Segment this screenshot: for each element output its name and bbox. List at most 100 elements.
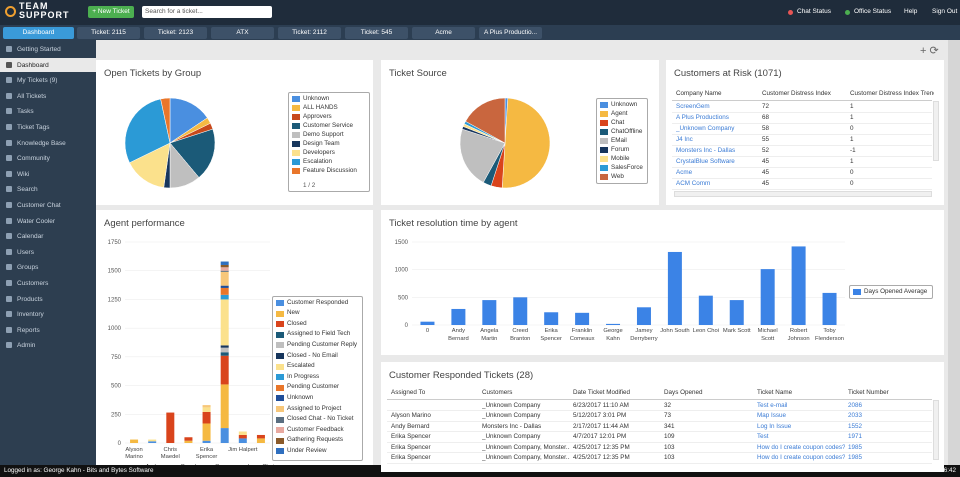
table-link[interactable]: ACM Comm [676, 180, 711, 187]
legend-swatch [292, 150, 300, 156]
legend-label: ALL HANDS [303, 103, 338, 111]
table-link[interactable]: Monsters Inc - Dallas [676, 147, 736, 154]
help-link[interactable]: Help [904, 8, 918, 15]
panel-title: Customer Responded Tickets (28) [389, 370, 534, 381]
new-ticket-button[interactable]: + New Ticket [88, 6, 134, 18]
legend-swatch [276, 416, 284, 423]
tab[interactable]: Acme [412, 27, 475, 39]
sidebar-item[interactable]: Inventory [17, 311, 44, 319]
tab[interactable]: Ticket: 2112 [278, 27, 341, 39]
sidebar-item[interactable]: Customer Chat [17, 202, 61, 209]
sidebar-item[interactable]: Users [17, 248, 34, 256]
table-cell: 1 [850, 103, 854, 110]
tab[interactable]: Ticket: 2123 [144, 27, 207, 39]
column-header[interactable]: Ticket Number [848, 389, 889, 396]
table-link[interactable]: 2033 [848, 412, 863, 419]
column-header[interactable]: Customers [482, 389, 513, 396]
sidebar-item[interactable]: Getting Started [17, 46, 61, 53]
legend-pager[interactable]: 1 / 2 [303, 182, 316, 189]
legend-label: Feature Discussion [303, 166, 357, 174]
column-header[interactable]: Customer Distress Index [762, 90, 831, 97]
table-link[interactable]: 1985 [848, 443, 863, 451]
bar-segment [130, 439, 139, 443]
table-cell: Alyson Marino [391, 412, 431, 419]
table-link[interactable]: CrystalBlue Software [676, 158, 735, 165]
column-header[interactable]: Assigned To [391, 389, 426, 396]
sidebar-item[interactable]: Calendar [17, 233, 44, 241]
column-header[interactable]: Customer Distress Index Trend [850, 90, 934, 97]
chat-status[interactable]: Chat Status [797, 8, 831, 15]
column-header[interactable]: Date Ticket Modified [573, 389, 631, 396]
table-link[interactable]: 1985 [848, 454, 863, 461]
legend-swatch [276, 310, 284, 317]
bar [544, 312, 559, 325]
sidebar-item[interactable]: All Tickets [17, 92, 47, 100]
sidebar-item[interactable]: Water Cooler [17, 217, 56, 225]
sidebar-item[interactable]: My Tickets (9) [17, 77, 58, 85]
bar-segment [184, 440, 193, 443]
table-link[interactable]: Test [757, 433, 769, 440]
sidebar-item[interactable]: Customers [17, 280, 49, 287]
sidebar-item[interactable]: Tasks [17, 108, 34, 116]
tab[interactable]: Dashboard [3, 27, 74, 39]
legend-label: Demo Support [303, 130, 344, 138]
chart-canvas [124, 97, 216, 189]
table-cell: 45 [762, 169, 770, 176]
legend-swatch [276, 300, 284, 306]
sidebar-item[interactable]: Reports [17, 326, 40, 334]
legend-swatch [276, 427, 284, 434]
sidebar-icon [6, 295, 12, 302]
tab[interactable]: A Plus Productio... [479, 27, 542, 39]
tab[interactable]: ATX [211, 27, 274, 39]
sidebar-item[interactable]: Search [17, 186, 38, 194]
sidebar-item[interactable]: Dashboard [17, 61, 49, 69]
table-link[interactable]: 1971 [848, 433, 863, 440]
legend-label: Chat [611, 118, 625, 126]
table-link[interactable]: Log In Issue [757, 422, 792, 430]
sidebar-item[interactable]: Groups [17, 264, 39, 272]
table-link[interactable]: J4 Inc [676, 136, 693, 143]
panel: Ticket resolution time by agent 0 500 1000 1… [381, 210, 944, 355]
x-tick-label: Creed Branton [171, 464, 205, 465]
sidebar-icon [6, 248, 12, 255]
legend: Unknown ALL HANDS Approvers Customer Servic… [288, 92, 370, 192]
table-link[interactable]: A Plus Productions [676, 114, 729, 121]
sidebar-item[interactable]: Products [17, 295, 43, 303]
column-header[interactable]: Ticket Name [757, 389, 793, 396]
x-tick-label: Robert Johnson [787, 328, 810, 342]
table-link[interactable]: 1552 [848, 422, 863, 430]
sign-out-link[interactable]: Sign Out [932, 8, 958, 15]
search-box[interactable]: Search for a ticket... [142, 6, 272, 18]
tab[interactable]: Ticket: 2115 [77, 27, 140, 39]
table-link[interactable]: ScreenGem [676, 103, 710, 110]
table-link[interactable]: How do I create coupon codes? [757, 443, 845, 451]
table-cell: 1 [850, 158, 854, 165]
sidebar-icon [6, 280, 12, 286]
table-link[interactable]: 2086 [848, 401, 863, 409]
legend-label: Days Opened Average [864, 288, 928, 295]
sidebar-item[interactable]: Admin [17, 342, 36, 350]
table-link[interactable]: How do I create coupon codes? [757, 454, 845, 461]
table-link[interactable]: Acme [676, 169, 693, 176]
column-header[interactable]: Days Opened [664, 389, 703, 396]
legend-swatch [600, 165, 608, 171]
sidebar-item[interactable]: Knowledge Base [17, 139, 66, 147]
legend-label: Customer Service [303, 121, 354, 129]
tab[interactable]: Ticket: 545 [345, 27, 408, 39]
table-link[interactable]: Test e-mail [757, 401, 788, 409]
column-header[interactable]: Company Name [676, 90, 722, 97]
table-link[interactable]: _Unknown Company [676, 125, 735, 132]
x-tick-label: Creed Branton [510, 328, 531, 342]
legend-label: SalesForce [611, 163, 643, 171]
pie-slice [501, 97, 551, 189]
table-link[interactable]: Map Issue [757, 412, 787, 419]
bar-segment [220, 428, 229, 443]
sidebar-item[interactable]: Ticket Tags [17, 124, 50, 131]
bar [606, 323, 621, 325]
legend-label: Gathering Requests [287, 436, 344, 444]
office-status[interactable]: Office Status [854, 8, 892, 15]
sidebar-item[interactable]: Wiki [17, 170, 30, 178]
legend-swatch [276, 363, 284, 370]
sidebar-item[interactable]: Community [17, 155, 50, 163]
legend-label: Unknown [303, 94, 330, 102]
